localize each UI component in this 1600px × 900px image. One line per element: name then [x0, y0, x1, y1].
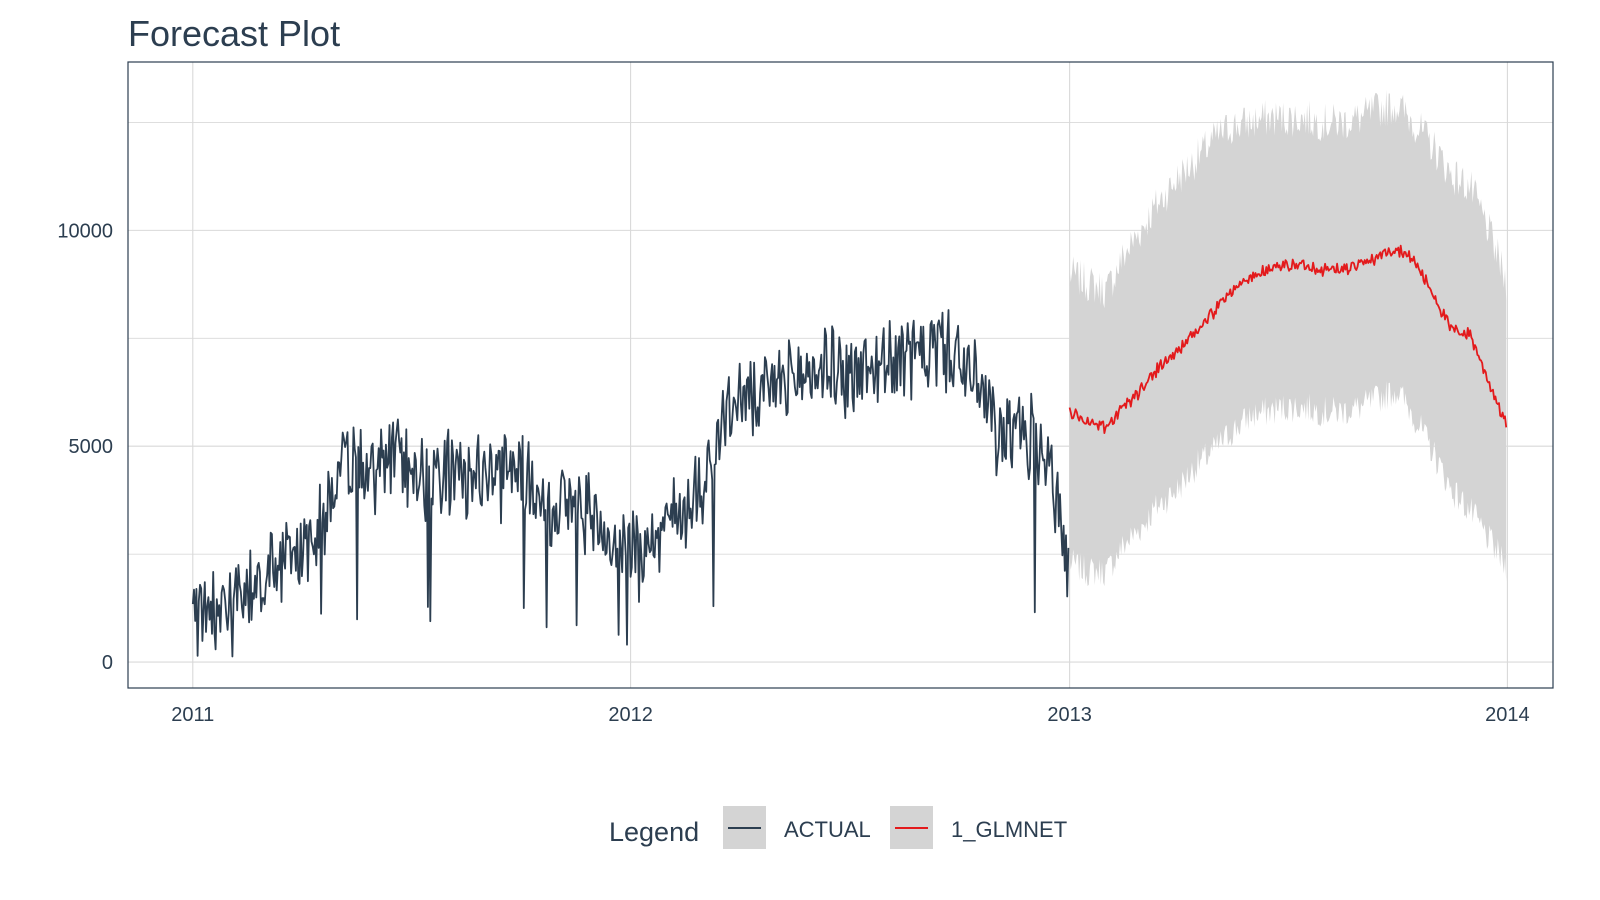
prediction-interval-band: [1069, 89, 1507, 587]
legend-label-actual: ACTUAL: [784, 817, 871, 842]
legend: Legend ACTUAL 1_GLMNET: [609, 806, 1067, 849]
y-tick-label: 0: [102, 652, 113, 674]
series-line-actual: [191, 309, 1070, 658]
x-axis-ticks: 2011 2012 2013 2014: [171, 704, 1529, 726]
series-lines: [191, 244, 1508, 658]
x-tick-label: 2012: [608, 704, 653, 726]
y-tick-label: 5000: [69, 436, 114, 458]
plot-frame: [127, 61, 1554, 689]
x-tick-label: 2011: [171, 704, 214, 726]
chart-title: Forecast Plot: [128, 13, 340, 54]
legend-label-glmnet: 1_GLMNET: [951, 817, 1067, 842]
y-axis-ticks: 0 5000 10000: [57, 220, 113, 674]
prediction-interval: [1069, 89, 1507, 587]
y-tick-label: 10000: [57, 220, 113, 242]
x-tick-label: 2014: [1485, 704, 1530, 726]
legend-title: Legend: [609, 817, 699, 847]
series-line-glmnet: [1068, 244, 1508, 435]
x-tick-label: 2013: [1047, 704, 1092, 726]
